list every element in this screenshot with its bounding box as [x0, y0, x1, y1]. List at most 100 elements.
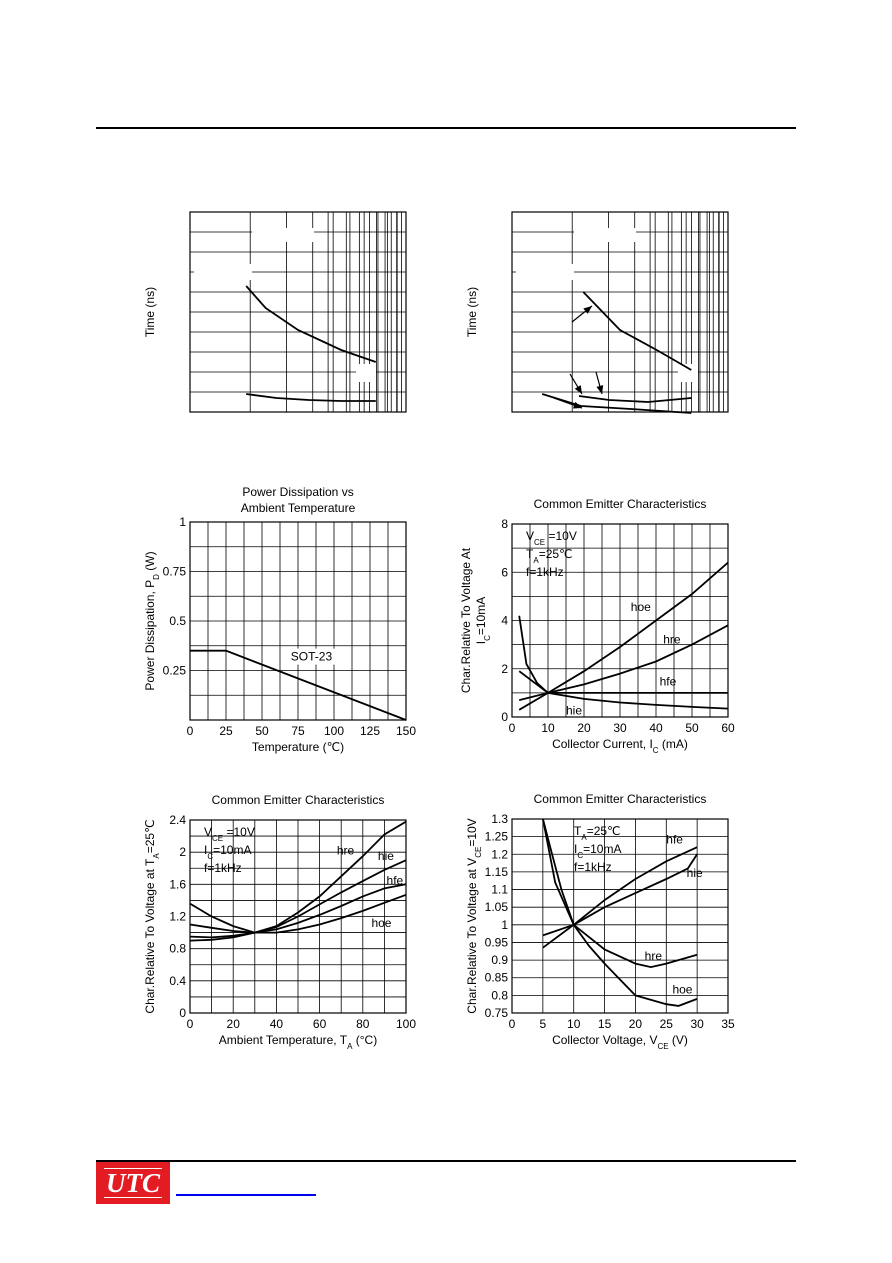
grid: [512, 819, 728, 1013]
series-line-hoe: [518, 561, 729, 711]
plot-frame: [511, 211, 729, 413]
x-tick-label: 10: [541, 721, 555, 735]
x-tick-label: 150: [396, 724, 416, 738]
series-line-hie: [189, 859, 407, 939]
top-rule: [96, 127, 796, 129]
x-tick-label: 30: [690, 1017, 704, 1031]
series-line-hfe: [542, 846, 698, 937]
x-tick-label: 20: [629, 1017, 643, 1031]
label-mask: [574, 228, 636, 242]
label-mask: [194, 264, 252, 280]
arrow-head: [574, 385, 582, 394]
condition-label: IC=10mA: [204, 843, 251, 861]
label-mask: [288, 648, 335, 665]
x-tick-label: 60: [721, 721, 735, 735]
x-tick-label: 25: [660, 1017, 674, 1031]
series-line-hoe: [189, 893, 407, 934]
x-tick-label: 20: [227, 1017, 241, 1031]
y-tick-label: 1.1: [491, 883, 508, 897]
curve-label: hie: [566, 704, 582, 718]
curve-label: hie: [378, 849, 394, 863]
series-line-2: [246, 393, 376, 402]
x-tick-label: 10: [567, 1017, 581, 1031]
plot-frame: [189, 521, 407, 721]
series-line-sot-23: [190, 649, 407, 721]
label-mask: [678, 364, 698, 382]
chart-time-b: Time (ns): [465, 211, 729, 414]
y-tick-label: 1: [179, 515, 186, 529]
condition-label: VCE =10V: [526, 529, 577, 547]
series-line-hoe: [542, 818, 698, 1007]
curve-label: hfe: [666, 833, 683, 847]
series-line-hie: [518, 615, 729, 710]
x-tick-label: 50: [685, 721, 699, 735]
x-tick-label: 40: [649, 721, 663, 735]
y-tick-label: 0.75: [485, 1006, 509, 1020]
x-tick-label: 40: [270, 1017, 284, 1031]
y-tick-label: 0.95: [485, 935, 509, 949]
x-tick-label: 0: [187, 724, 194, 738]
chart-title: Common Emitter Characteristics: [534, 792, 707, 806]
condition-label: IC=10mA: [574, 842, 621, 860]
x-tick-label: 35: [721, 1017, 735, 1031]
y-tick-label: 0.9: [491, 953, 508, 967]
y-tick-label: 0: [179, 1006, 186, 1020]
plot-frame: [189, 819, 407, 1014]
chart-title: Ambient Temperature: [241, 501, 356, 515]
y-tick-label: 1.2: [169, 910, 186, 924]
x-tick-label: 0: [187, 1017, 194, 1031]
website-link[interactable]: [176, 1194, 316, 1196]
x-tick-label: 75: [291, 724, 305, 738]
y-tick-label: 1.6: [169, 877, 186, 891]
series-line-hfe: [189, 883, 407, 934]
curve-label: hoe: [371, 916, 391, 930]
series-line-3: [541, 393, 692, 414]
y-tick-label: 6: [501, 565, 508, 579]
label-mask: [252, 228, 314, 242]
grid: [190, 820, 406, 1013]
y-tick-label: 1.15: [485, 865, 509, 879]
x-tick-label: 25: [219, 724, 233, 738]
series-line-hre: [542, 818, 698, 969]
y-tick-label: 4: [501, 614, 508, 628]
plot-frame: [511, 523, 729, 718]
condition-label: TA=25℃: [526, 547, 573, 565]
x-tick-label: 0: [509, 721, 516, 735]
y-axis-label: Time (ns): [143, 287, 157, 337]
x-axis-label: Collector Current, IC (mA): [552, 737, 688, 755]
x-tick-label: 80: [356, 1017, 370, 1031]
y-tick-label: 2: [179, 845, 186, 859]
grid: [512, 212, 728, 412]
chart-ce-voltage: Common Emitter Characteristics 0 5 10 15 20 25…: [465, 792, 735, 1051]
curve-label: hre: [645, 949, 663, 963]
bottom-rule: [96, 1160, 796, 1162]
y-tick-label: 0.8: [491, 988, 508, 1002]
x-tick-label: 15: [598, 1017, 612, 1031]
y-tick-label: 0.85: [485, 971, 509, 985]
y-tick-label: 1.25: [485, 830, 509, 844]
condition-label: VCE =10V: [204, 825, 255, 843]
x-tick-label: 100: [324, 724, 344, 738]
condition-label: f=1kHz: [526, 565, 564, 579]
curve-label: hre: [337, 844, 355, 858]
y-tick-label: 1: [501, 918, 508, 932]
curve-label: hre: [663, 632, 681, 646]
x-tick-label: 5: [540, 1017, 547, 1031]
x-tick-label: 100: [396, 1017, 416, 1031]
y-tick-label: 0.8: [169, 942, 186, 956]
y-tick-label: 2.4: [169, 813, 186, 827]
y-tick-label: 0: [501, 710, 508, 724]
y-axis-label: Power Dissipation, PD (W): [143, 551, 161, 690]
y-axis-label: Char.Relative To Voltage at VCE=10V: [465, 818, 483, 1013]
grid: [190, 522, 406, 720]
curve-label: hoe: [672, 983, 692, 997]
series-line-2: [578, 395, 692, 403]
y-axis-label: Time (ns): [465, 287, 479, 337]
logo-text: UTC: [104, 1168, 162, 1198]
chart-title: Common Emitter Characteristics: [534, 497, 707, 511]
curve-label: hfe: [387, 873, 404, 887]
arrow-head: [573, 401, 582, 409]
x-tick-label: 125: [360, 724, 380, 738]
x-axis-label: Ambient Temperature, TA (°C): [219, 1033, 377, 1051]
